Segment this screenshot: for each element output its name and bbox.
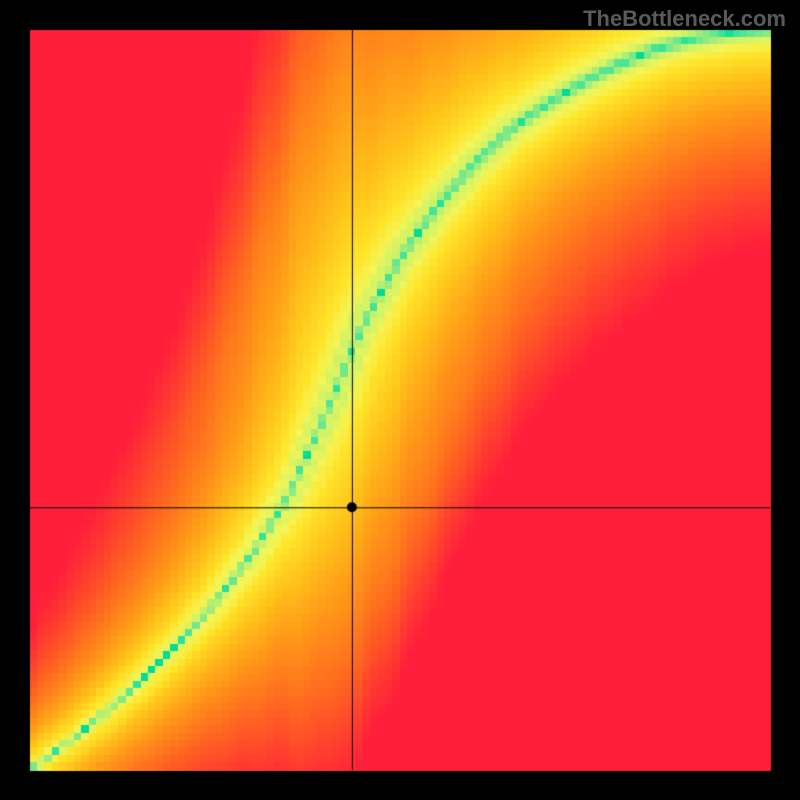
chart-container: TheBottleneck.com bbox=[0, 0, 800, 800]
watermark-text: TheBottleneck.com bbox=[583, 6, 786, 32]
heatmap-canvas bbox=[0, 0, 800, 800]
